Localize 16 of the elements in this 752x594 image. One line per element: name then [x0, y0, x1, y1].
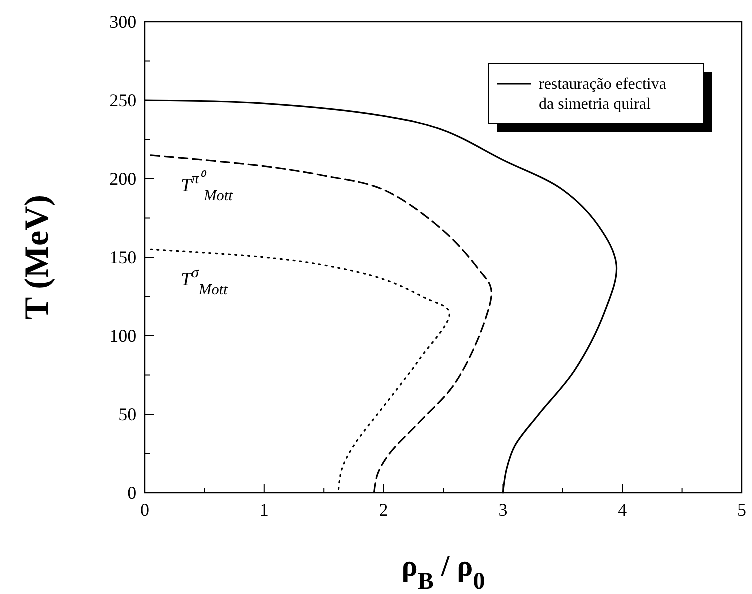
- y-tick-label: 0: [128, 482, 137, 503]
- x-tick-label: 3: [498, 500, 508, 520]
- y-tick-label: 300: [110, 12, 137, 32]
- x-tick-label: 4: [618, 500, 628, 520]
- legend-label: restauração efectiva da simetria quiral: [539, 76, 666, 113]
- x-tick-label: 5: [738, 500, 746, 520]
- x-axis-title: ρ$_{B}$ / ρ$_{0}$: [402, 550, 486, 594]
- y-tick-label: 200: [110, 168, 137, 189]
- x-tick-label: 2: [379, 500, 388, 520]
- y-tick-label: 50: [118, 404, 137, 424]
- y-tick-label: 250: [110, 90, 137, 110]
- x-tick-label: 0: [140, 500, 150, 520]
- y-tick-label: 150: [110, 247, 137, 268]
- x-tick-label: 1: [260, 500, 269, 520]
- y-axis-title: T (MeV): [19, 195, 56, 320]
- y-tick-label: 100: [110, 326, 137, 346]
